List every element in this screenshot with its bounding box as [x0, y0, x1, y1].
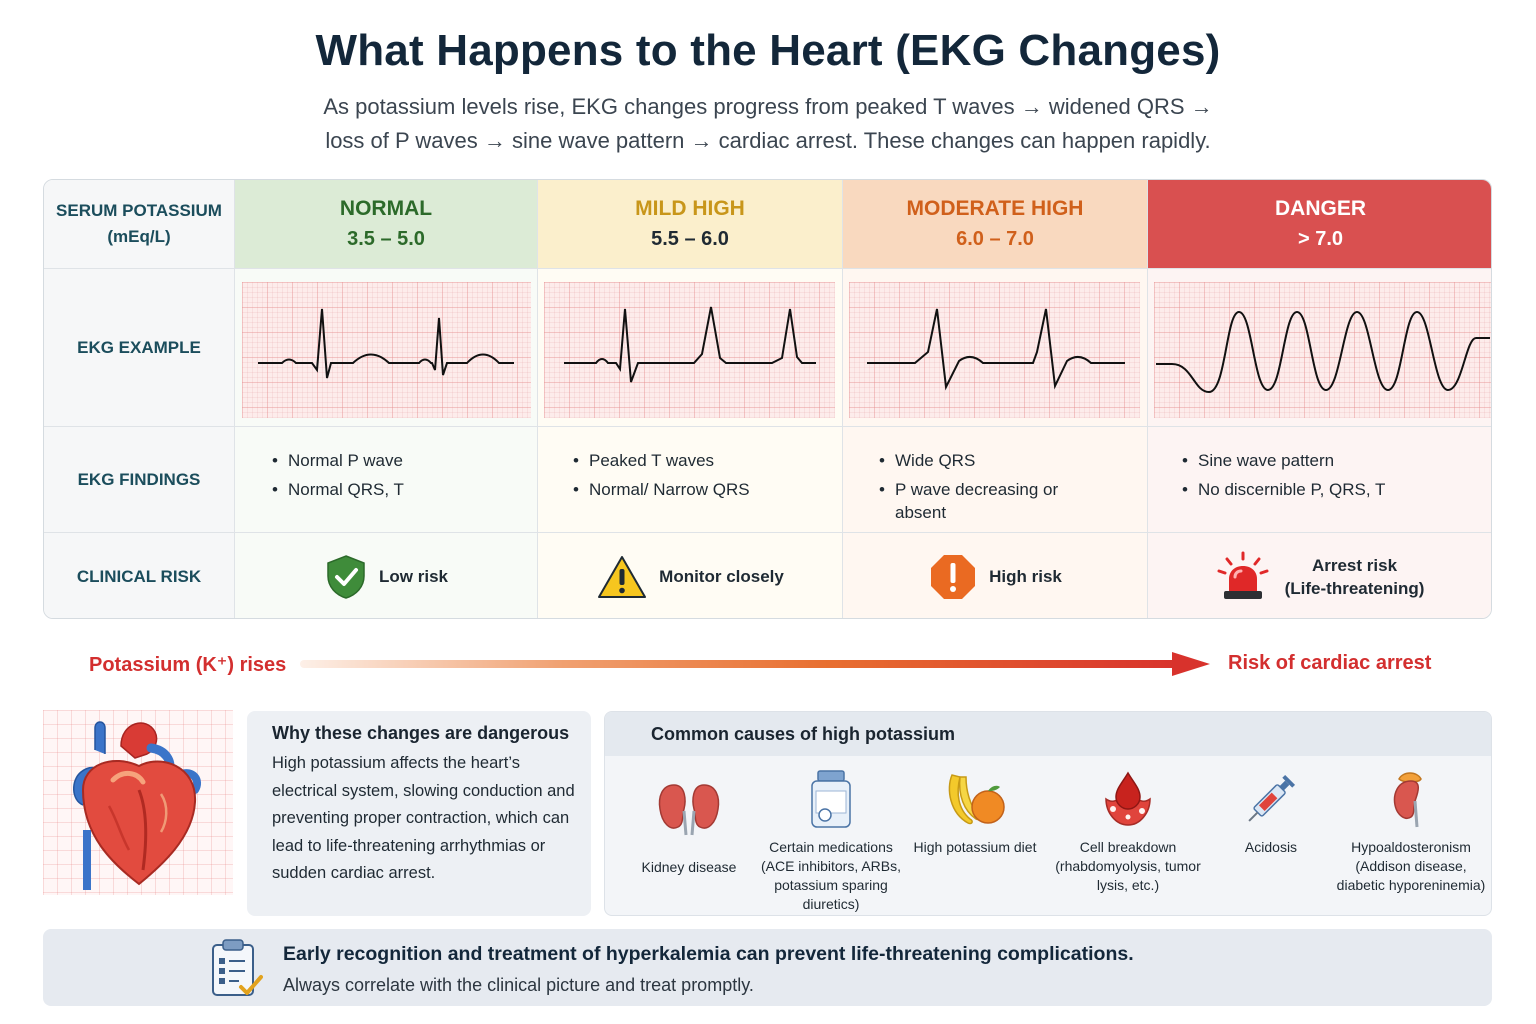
cause-item-cell-breakdown: Cell breakdown (rhabdomyolysis, tumor ly…: [1053, 766, 1203, 895]
why-body: High potassium affects the heart’s elect…: [272, 754, 575, 882]
findings-list-normal: Normal P wave Normal QRS, T: [272, 446, 404, 504]
risk-cell-danger: Arrest risk (Life-threatening): [1148, 533, 1491, 618]
row-label-clinical-risk: CLINICAL RISK: [44, 533, 235, 618]
cause-label: Certain medications (ACE inhibitors, ARB…: [760, 839, 902, 912]
arrow-label-start: Potassium (K⁺) rises: [89, 654, 287, 676]
potassium-stage-table: SERUM POTASSIUM (mEq/L) NORMAL 3.5 – 5.0 …: [43, 179, 1492, 619]
progression-arrow-bar: [300, 660, 1180, 668]
finding-item: Wide QRS: [879, 446, 1079, 475]
row-label-ekg-example: EKG EXAMPLE: [44, 269, 235, 427]
risk-cell-normal: Low risk: [235, 533, 538, 618]
cause-item-kidney: Kidney disease: [614, 766, 764, 877]
stage-header-mild: MILD HIGH 5.5 – 6.0: [538, 180, 843, 269]
footer-callout: Early recognition and treatment of hyper…: [43, 929, 1492, 1006]
page-subtitle: As potassium levels rise, EKG changes pr…: [0, 90, 1536, 158]
stage-range: 6.0 – 7.0: [956, 228, 1034, 250]
risk-cell-moderate: High risk: [843, 533, 1148, 618]
risk-label: High risk: [989, 566, 1062, 586]
subtitle-line-1: As potassium levels rise, EKG changes pr…: [323, 94, 1213, 119]
stage-header-moderate: MODERATE HIGH 6.0 – 7.0: [843, 180, 1148, 269]
ekg-strip-normal: [242, 282, 531, 418]
page-title: What Happens to the Heart (EKG Changes): [315, 26, 1221, 75]
finding-item: P wave decreasing or absent: [879, 478, 1079, 524]
why-title: Why these changes are dangerous: [272, 723, 570, 743]
cause-label: Cell breakdown (rhabdomyolysis, tumor ly…: [1055, 839, 1201, 893]
medication-bottle-icon: [811, 770, 851, 828]
cell-breakdown-icon: [1105, 771, 1151, 826]
finding-item: Peaked T waves: [573, 446, 750, 475]
stage-level: NORMAL: [339, 197, 433, 220]
adrenal-kidney-icon: [1393, 772, 1422, 828]
why-dangerous-panel: Why these changes are dangerous High pot…: [247, 711, 591, 916]
finding-item: Normal/ Narrow QRS: [573, 475, 750, 504]
kidneys-icon: [658, 784, 720, 836]
shield-check-icon: [327, 554, 365, 599]
findings-cell-moderate: Wide QRS P wave decreasing or absent: [843, 427, 1148, 533]
footer-line-1: Early recognition and treatment of hyper…: [283, 943, 1134, 965]
warning-triangle-icon: [598, 555, 647, 598]
causes-title: Common causes of high potassium: [605, 712, 1491, 756]
risk-label-line1: Arrest risk: [1311, 555, 1398, 575]
stage-level: MILD HIGH: [635, 197, 745, 220]
risk-cell-mild: Monitor closely: [538, 533, 843, 618]
arrow-head-icon: [1172, 652, 1210, 676]
row-label-potassium-line2: (mEq/L): [107, 227, 171, 246]
finding-item: Normal QRS, T: [272, 475, 404, 504]
cause-item-diet: High potassium diet: [900, 766, 1050, 857]
ekg-cell-moderate: [843, 269, 1148, 427]
cause-item-hypoaldosteronism: Hypoaldosteronism (Addison disease, diab…: [1336, 766, 1486, 895]
findings-list-moderate: Wide QRS P wave decreasing or absent: [879, 446, 1079, 524]
causes-panel: Common causes of high potassium Kidney d…: [604, 711, 1492, 916]
stage-range: 3.5 – 5.0: [347, 228, 425, 250]
stage-range: 5.5 – 6.0: [651, 228, 729, 250]
ekg-cell-mild: [538, 269, 843, 427]
risk-label: Low risk: [379, 566, 448, 586]
cause-label: Kidney disease: [641, 859, 737, 875]
stage-header-normal: NORMAL 3.5 – 5.0: [235, 180, 538, 269]
subtitle-line-2: loss of P waves → sine wave pattern → ca…: [325, 128, 1211, 153]
heart-illustration-panel: [43, 710, 233, 895]
stage-level: DANGER: [1274, 197, 1366, 220]
findings-cell-normal: Normal P wave Normal QRS, T: [235, 427, 538, 533]
heart-icon: [73, 721, 202, 890]
ekg-cell-danger: [1148, 269, 1491, 427]
findings-cell-mild: Peaked T waves Normal/ Narrow QRS: [538, 427, 843, 533]
footer-line-2: Always correlate with the clinical pictu…: [283, 975, 754, 995]
risk-label-line2: (Life-threatening): [1284, 578, 1425, 598]
findings-list-mild: Peaked T waves Normal/ Narrow QRS: [573, 446, 750, 504]
cause-item-acidosis: Acidosis: [1196, 766, 1346, 857]
cause-label: Hypoaldosteronism (Addison disease, diab…: [1336, 839, 1486, 893]
finding-item: Sine wave pattern: [1182, 446, 1385, 475]
alert-octagon-icon: [931, 554, 976, 599]
cause-label: Acidosis: [1244, 839, 1298, 855]
finding-item: Normal P wave: [272, 446, 404, 475]
arrow-label-end: Risk of cardiac arrest: [1228, 652, 1432, 674]
findings-list-danger: Sine wave pattern No discernible P, QRS,…: [1182, 446, 1385, 504]
risk-label: Monitor closely: [659, 566, 784, 586]
cause-item-medications: Certain medications (ACE inhibitors, ARB…: [756, 766, 906, 914]
row-label-potassium-line1: SERUM POTASSIUM: [56, 201, 222, 220]
finding-item: No discernible P, QRS, T: [1182, 475, 1385, 504]
ekg-strip-mild: [544, 282, 835, 418]
alarm-siren-icon: [1217, 551, 1269, 599]
findings-cell-danger: Sine wave pattern No discernible P, QRS,…: [1148, 427, 1491, 533]
row-label-ekg-findings: EKG FINDINGS: [44, 427, 235, 533]
stage-range: > 7.0: [1297, 228, 1344, 250]
ekg-strip-danger: [1154, 282, 1491, 418]
syringe-icon: [1248, 774, 1296, 822]
stage-header-danger: DANGER > 7.0: [1148, 180, 1491, 269]
fruit-icon: [948, 774, 1005, 825]
ekg-cell-normal: [235, 269, 538, 427]
stage-level: MODERATE HIGH: [906, 197, 1084, 220]
row-label-potassium: SERUM POTASSIUM (mEq/L): [44, 180, 235, 269]
cause-label: High potassium diet: [913, 839, 1037, 855]
clipboard-checklist-icon: [212, 939, 263, 996]
ekg-strip-moderate: [849, 282, 1140, 418]
